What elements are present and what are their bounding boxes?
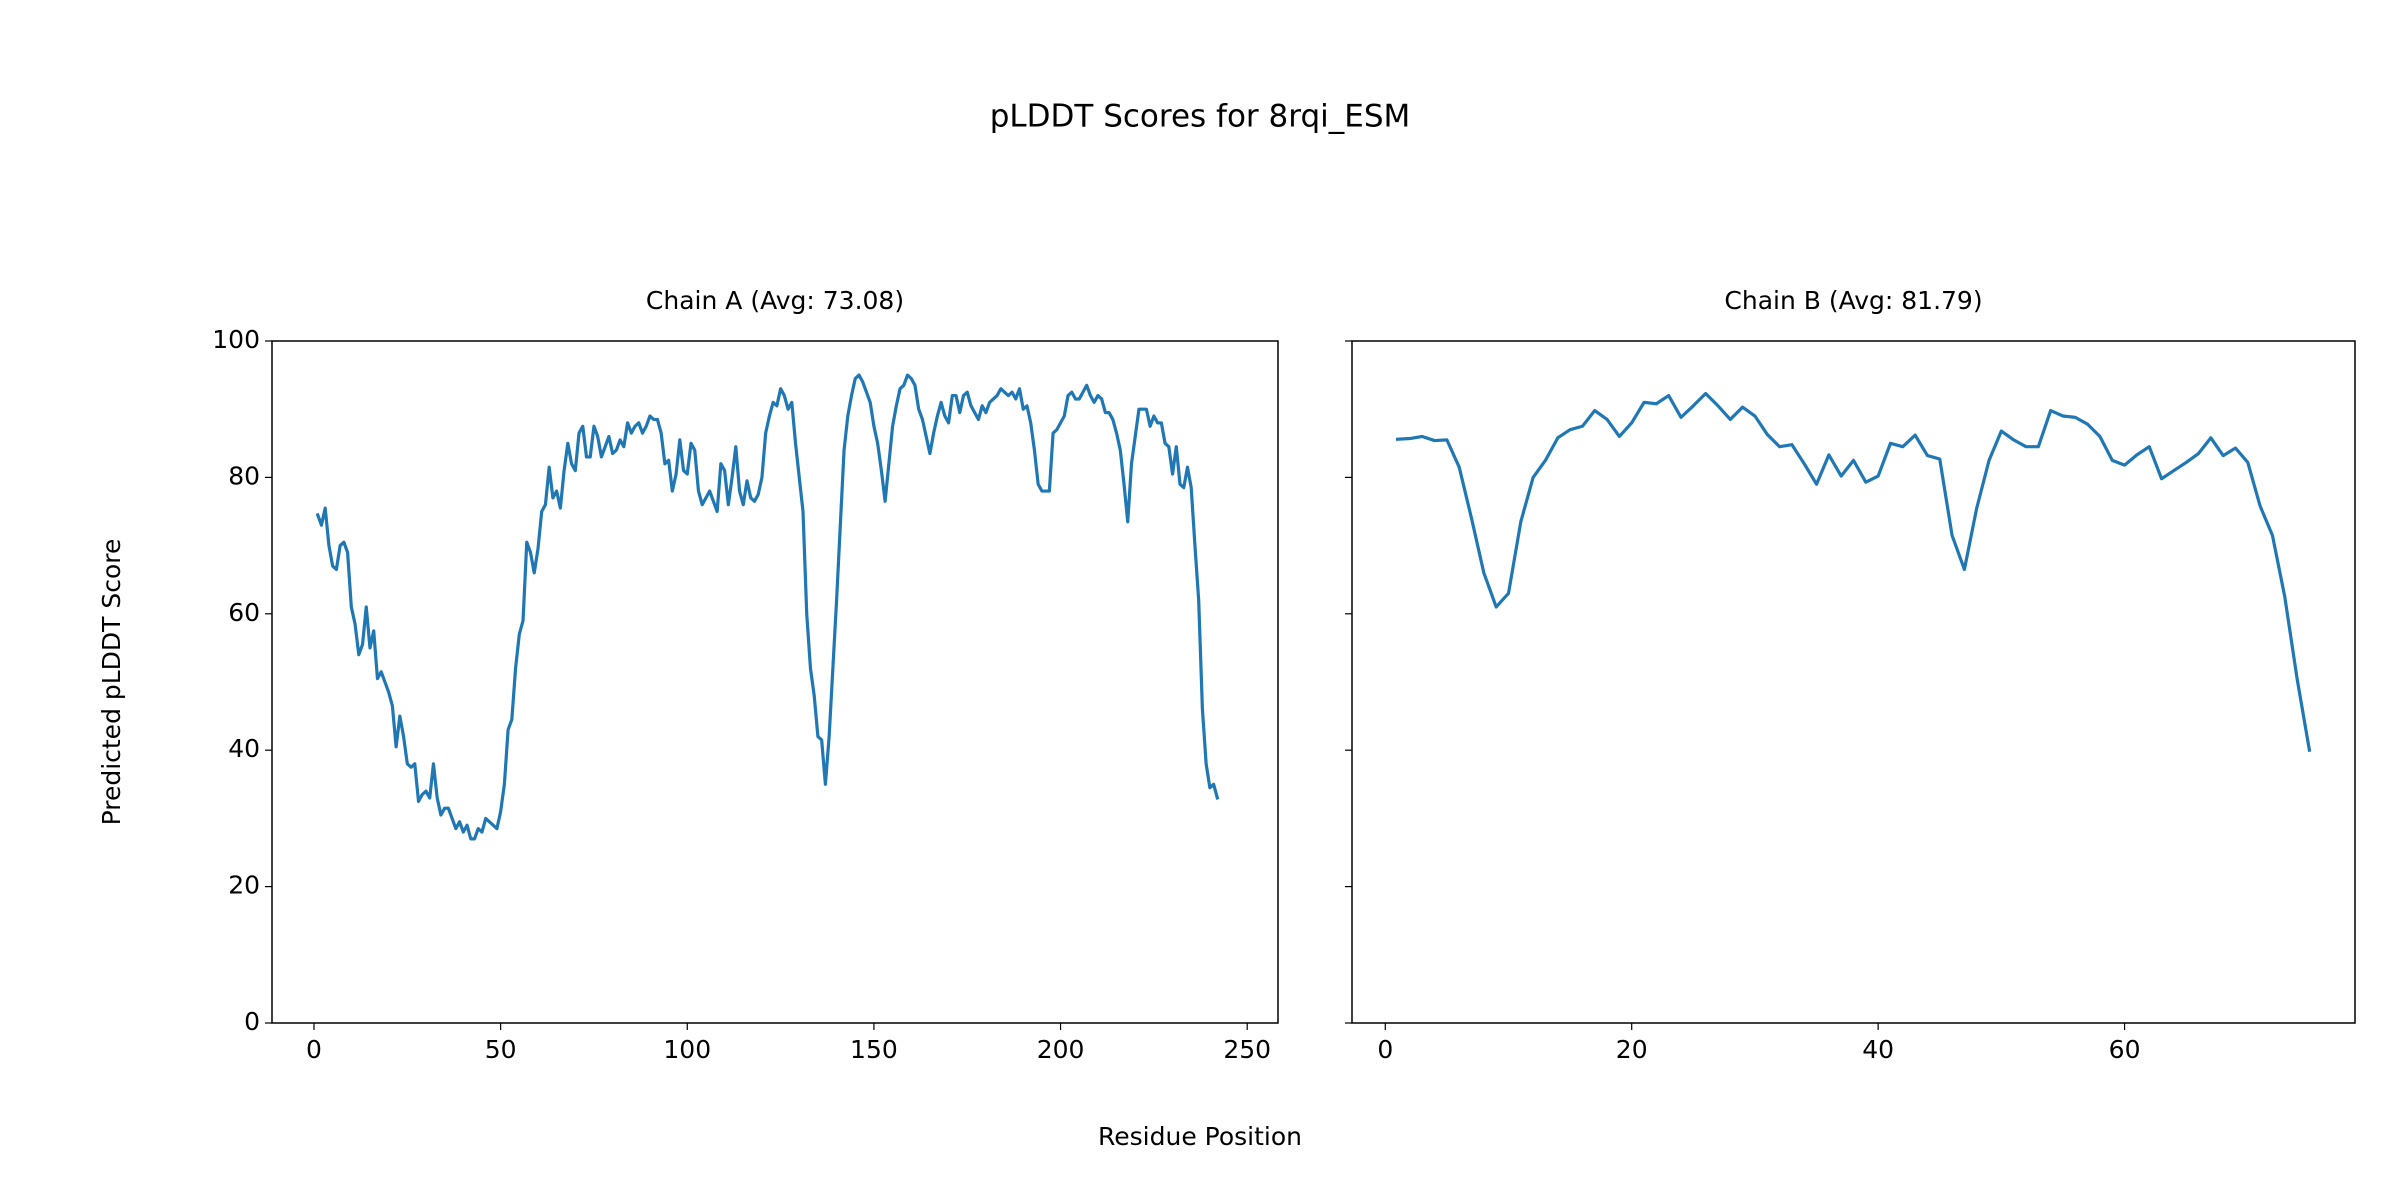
y-tick-label: 100: [212, 325, 260, 354]
y-tick-label: 20: [228, 871, 260, 900]
axes-frame: [271, 340, 1279, 1024]
axes-frame: [1351, 340, 2356, 1024]
x-tick-label: 100: [663, 1035, 711, 1064]
y-tick-label: 60: [228, 598, 260, 627]
figure-title: pLDDT Scores for 8rqi_ESM: [990, 99, 1411, 135]
y-tick-label: 80: [228, 461, 260, 490]
x-tick-label: 20: [1616, 1035, 1648, 1064]
x-tick-label: 0: [1377, 1035, 1393, 1064]
x-tick-label: 200: [1037, 1035, 1085, 1064]
x-tick-label: 60: [2109, 1035, 2141, 1064]
y-tick-label: 40: [228, 734, 260, 763]
x-axis-label: Residue Position: [1098, 1122, 1302, 1151]
x-tick-label: 150: [850, 1035, 898, 1064]
data-line: [315, 373, 1220, 841]
x-tick-label: 50: [485, 1035, 517, 1064]
x-tick-label: 250: [1223, 1035, 1271, 1064]
data-line: [1395, 391, 2312, 753]
subplot-title: Chain B (Avg: 81.79): [1724, 286, 1982, 315]
x-tick-label: 0: [306, 1035, 322, 1064]
x-tick-label: 40: [1862, 1035, 1894, 1064]
y-axis-label: Predicted pLDDT Score: [97, 539, 126, 826]
y-tick-label: 0: [244, 1007, 260, 1036]
subplot-title: Chain A (Avg: 73.08): [646, 286, 904, 315]
